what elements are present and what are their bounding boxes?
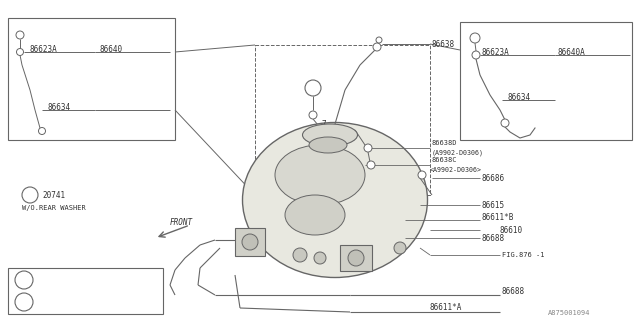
Circle shape — [364, 144, 372, 152]
Ellipse shape — [309, 137, 347, 153]
Text: 86623A: 86623A — [482, 47, 509, 57]
Circle shape — [394, 242, 406, 254]
Text: 86638: 86638 — [432, 39, 455, 49]
Text: 86610: 86610 — [500, 226, 523, 235]
Text: <A9902-D0306>: <A9902-D0306> — [430, 167, 482, 173]
Text: 86688: 86688 — [502, 287, 525, 297]
Circle shape — [367, 161, 375, 169]
Text: 7: 7 — [322, 119, 326, 129]
Text: 86686: 86686 — [482, 173, 505, 182]
Text: 86615: 86615 — [482, 201, 505, 210]
Ellipse shape — [243, 123, 428, 277]
Circle shape — [15, 293, 33, 311]
Circle shape — [16, 31, 24, 39]
Ellipse shape — [285, 195, 345, 235]
Bar — [460, 22, 632, 140]
Text: 86623A: 86623A — [30, 44, 58, 53]
Text: 86611*A: 86611*A — [430, 303, 462, 313]
Circle shape — [17, 49, 24, 55]
Circle shape — [418, 171, 426, 179]
Text: 86640: 86640 — [100, 44, 123, 53]
Circle shape — [501, 119, 509, 127]
Text: W/O.REAR WASHER: W/O.REAR WASHER — [22, 205, 86, 211]
Circle shape — [314, 252, 326, 264]
Text: 1: 1 — [310, 84, 316, 92]
Circle shape — [305, 80, 321, 96]
Text: 1: 1 — [22, 298, 26, 307]
Text: 1: 1 — [22, 276, 26, 284]
Text: 86634: 86634 — [48, 102, 71, 111]
Ellipse shape — [303, 124, 358, 146]
Text: 20741: 20741 — [42, 190, 65, 199]
Text: M120061 (9902-0003): M120061 (9902-0003) — [44, 276, 125, 282]
Circle shape — [293, 248, 307, 262]
Bar — [235, 228, 265, 256]
Circle shape — [309, 111, 317, 119]
Circle shape — [376, 37, 382, 43]
Circle shape — [22, 187, 38, 203]
Circle shape — [38, 127, 45, 134]
Circle shape — [373, 43, 381, 51]
Text: FRONT: FRONT — [170, 218, 193, 227]
Text: 86640A: 86640A — [558, 47, 586, 57]
Bar — [340, 245, 372, 271]
Text: A875001094: A875001094 — [548, 310, 591, 316]
Circle shape — [15, 271, 33, 289]
Text: 86634: 86634 — [508, 92, 531, 101]
Bar — [8, 268, 163, 314]
Text: FIG.876 -1: FIG.876 -1 — [502, 252, 545, 258]
Circle shape — [470, 33, 480, 43]
Circle shape — [242, 234, 258, 250]
Circle shape — [472, 51, 480, 59]
Text: 86611*B: 86611*B — [482, 212, 515, 221]
Text: M120113 <0003-      >: M120113 <0003- > — [44, 300, 133, 306]
Text: 86638C: 86638C — [432, 157, 458, 163]
Text: 86688: 86688 — [482, 234, 505, 243]
Text: 86638D: 86638D — [432, 140, 458, 146]
Bar — [8, 18, 175, 140]
Circle shape — [348, 250, 364, 266]
Text: (A9902-D0306): (A9902-D0306) — [432, 150, 484, 156]
Ellipse shape — [275, 145, 365, 205]
